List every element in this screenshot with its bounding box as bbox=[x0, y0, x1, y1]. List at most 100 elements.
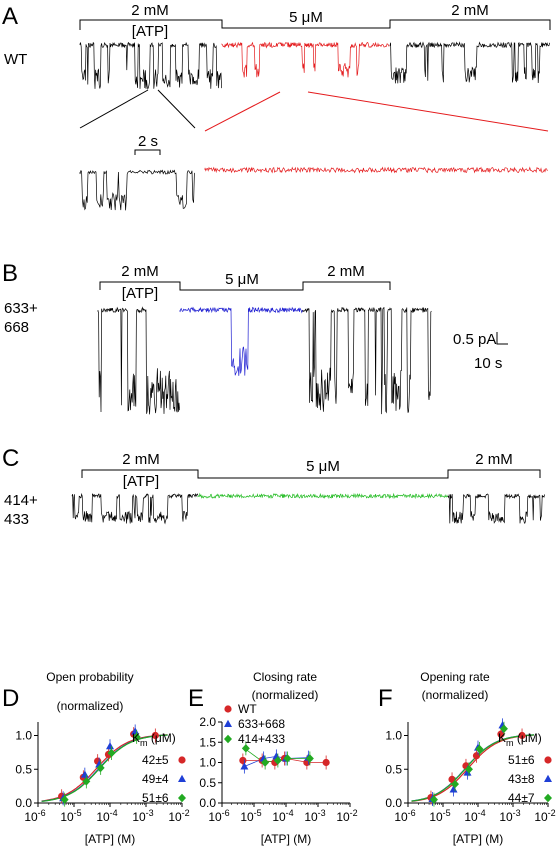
construct-label-c-1: 414+ bbox=[4, 492, 38, 509]
zoom-trace-a-red bbox=[205, 168, 547, 173]
km-marker bbox=[178, 756, 185, 763]
trace-a-segment-2 bbox=[222, 43, 389, 78]
trace-a bbox=[80, 43, 550, 89]
km-header: Km (μM) bbox=[498, 731, 542, 748]
chart-e: E Closing rate (normalized) 0.0 0.5 1.0 1.5… bbox=[188, 670, 358, 846]
x-tick-label: 10-3 bbox=[499, 808, 520, 824]
panel-a: A WT 2 mM 5 μM 2 mM [ATP] 2 s bbox=[2, 2, 550, 210]
seg-label-c-3: 2 mM bbox=[475, 451, 513, 468]
data-point bbox=[106, 742, 114, 749]
zoom-traces-a bbox=[80, 168, 547, 211]
x-axis-label: [ATP] (M) bbox=[85, 832, 135, 846]
atp-label-b: [ATP] bbox=[122, 285, 158, 302]
scale-current-label: 0.5 pA bbox=[453, 331, 496, 348]
x-tick-label: 10-4 bbox=[96, 808, 117, 824]
x-tick-label: 10-5 bbox=[60, 808, 81, 824]
seg-label-b-1: 2 mM bbox=[121, 263, 159, 280]
chart-f: F Opening rate (normalized) 0.00.51.010-… bbox=[378, 670, 556, 846]
zoom-line-a-2 bbox=[158, 90, 195, 128]
trace-b bbox=[98, 308, 431, 415]
x-tick-label: 10-5 bbox=[429, 808, 450, 824]
construct-label-c-2: 433 bbox=[4, 511, 29, 528]
zoom-scale-bar-a bbox=[135, 150, 160, 155]
scale-bar-b bbox=[497, 332, 508, 344]
seg-label-b-2: 5 μM bbox=[225, 271, 259, 288]
panel-letter-a: A bbox=[2, 3, 18, 30]
x-tick-label: 10-6 bbox=[208, 808, 229, 824]
trace-c bbox=[72, 494, 545, 524]
panel-letter-e: E bbox=[188, 685, 204, 712]
km-marker bbox=[544, 775, 552, 782]
y-tick-label: 1.0 bbox=[199, 756, 216, 770]
construct-label-a: WT bbox=[4, 51, 27, 68]
chart-e-title-2: (normalized) bbox=[252, 688, 319, 702]
x-tick-label: 10-3 bbox=[132, 808, 153, 824]
panel-letter-b: B bbox=[2, 260, 18, 287]
chart-f-title-2: (normalized) bbox=[422, 688, 489, 702]
panel-letter-c: C bbox=[2, 445, 19, 472]
trace-b-segment-1 bbox=[98, 308, 180, 415]
x-tick-label: 10-2 bbox=[168, 808, 189, 824]
y-tick-label: 1.5 bbox=[199, 735, 216, 749]
trace-c-segment-3 bbox=[448, 494, 545, 524]
x-tick-label: 10-6 bbox=[24, 808, 45, 824]
data-point bbox=[323, 759, 330, 766]
chart-d-title-2: (normalized) bbox=[57, 699, 124, 713]
legend-label: 414+433 bbox=[238, 732, 285, 746]
x-axis-label: [ATP] (M) bbox=[453, 832, 503, 846]
legend-marker bbox=[224, 705, 231, 712]
zoom-line-a-3 bbox=[205, 92, 280, 131]
trace-c-segment-2 bbox=[198, 494, 448, 498]
x-axis-label: [ATP] (M) bbox=[261, 832, 311, 846]
x-tick-label: 10-4 bbox=[464, 808, 485, 824]
data-point bbox=[239, 757, 246, 764]
km-value: 51±6 bbox=[508, 753, 535, 767]
x-tick-label: 10-2 bbox=[336, 808, 357, 824]
y-tick-label: 0.5 bbox=[199, 776, 216, 790]
construct-label-b-1: 633+ bbox=[4, 300, 38, 317]
trace-a-segment-3 bbox=[390, 43, 550, 84]
seg-label-a-1: 2 mM bbox=[131, 2, 169, 19]
y-tick-label: 0.0 bbox=[385, 796, 402, 810]
km-value: 51±6 bbox=[142, 791, 169, 805]
y-tick-label: 0.0 bbox=[15, 796, 32, 810]
panel-letter-f: F bbox=[378, 685, 393, 712]
construct-label-b-2: 668 bbox=[4, 319, 29, 336]
legend-marker bbox=[224, 720, 232, 727]
atp-label-c: [ATP] bbox=[123, 473, 159, 490]
x-tick-label: 10-6 bbox=[394, 808, 415, 824]
y-tick-label: 0.0 bbox=[199, 796, 216, 810]
x-tick-label: 10-2 bbox=[534, 808, 555, 824]
zoom-trace-a-black bbox=[80, 170, 194, 210]
trace-b-segment-3 bbox=[303, 308, 431, 415]
zoom-line-a-4 bbox=[308, 92, 548, 131]
zoom-scale-label-a: 2 s bbox=[138, 133, 158, 150]
chart-f-title-1: Opening rate bbox=[420, 670, 490, 684]
chart-d-title-1: Open probability bbox=[46, 670, 133, 684]
data-point bbox=[473, 752, 480, 759]
trace-b-segment-2 bbox=[180, 308, 302, 376]
km-value: 43±8 bbox=[508, 772, 535, 786]
km-value: 49±4 bbox=[142, 772, 169, 786]
seg-label-a-3: 2 mM bbox=[451, 2, 489, 19]
panel-c: C 414+ 433 2 mM 5 μM 2 mM [ATP] bbox=[2, 445, 545, 528]
trace-a-segment-1 bbox=[80, 43, 222, 89]
legend-marker bbox=[224, 735, 232, 743]
y-tick-label: 2.0 bbox=[199, 715, 216, 729]
y-tick-label: 1.0 bbox=[15, 729, 32, 743]
km-marker bbox=[544, 756, 551, 763]
km-header: Km (μM) bbox=[132, 731, 176, 748]
km-value: 44±7 bbox=[508, 791, 535, 805]
y-tick-label: 1.0 bbox=[385, 729, 402, 743]
km-value: 42±5 bbox=[142, 753, 169, 767]
panel-letter-d: D bbox=[2, 685, 19, 712]
x-tick-label: 10-3 bbox=[304, 808, 325, 824]
legend-label: 633+668 bbox=[238, 717, 285, 731]
seg-label-c-2: 5 μM bbox=[306, 458, 340, 475]
chart-e-title-1: Closing rate bbox=[253, 670, 317, 684]
seg-label-c-1: 2 mM bbox=[122, 451, 160, 468]
y-tick-label: 0.5 bbox=[15, 762, 32, 776]
atp-label-a: [ATP] bbox=[132, 23, 168, 40]
zoom-line-a-1 bbox=[80, 90, 148, 128]
